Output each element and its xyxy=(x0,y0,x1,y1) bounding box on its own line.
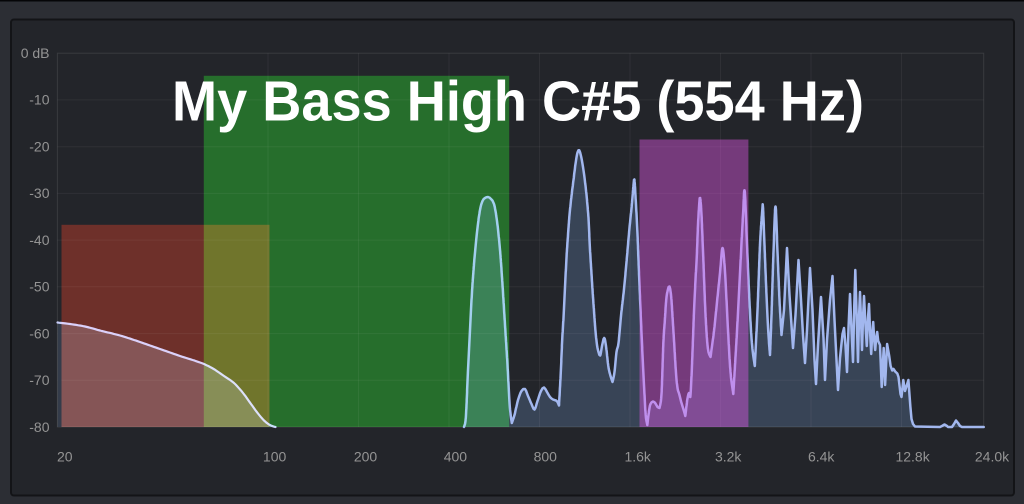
svg-text:3.2k: 3.2k xyxy=(715,449,742,465)
svg-text:-60: -60 xyxy=(29,325,49,341)
svg-text:0 dB: 0 dB xyxy=(21,45,50,61)
svg-text:-40: -40 xyxy=(29,232,49,248)
svg-text:200: 200 xyxy=(354,449,378,465)
svg-text:12.8k: 12.8k xyxy=(895,449,930,465)
svg-text:-20: -20 xyxy=(29,139,49,155)
svg-text:800: 800 xyxy=(534,449,558,465)
svg-text:100: 100 xyxy=(263,449,287,465)
svg-text:-80: -80 xyxy=(29,419,49,435)
svg-text:-30: -30 xyxy=(29,185,49,201)
svg-text:-10: -10 xyxy=(29,92,49,108)
svg-text:My Bass High C#5 (554 Hz): My Bass High C#5 (554 Hz) xyxy=(172,70,864,134)
svg-text:400: 400 xyxy=(444,449,468,465)
svg-text:-50: -50 xyxy=(29,279,49,295)
svg-text:1.6k: 1.6k xyxy=(624,449,651,465)
svg-text:-70: -70 xyxy=(29,372,49,388)
svg-text:20: 20 xyxy=(57,449,73,465)
svg-text:6.4k: 6.4k xyxy=(808,449,835,465)
svg-text:24.0k: 24.0k xyxy=(975,449,1010,465)
